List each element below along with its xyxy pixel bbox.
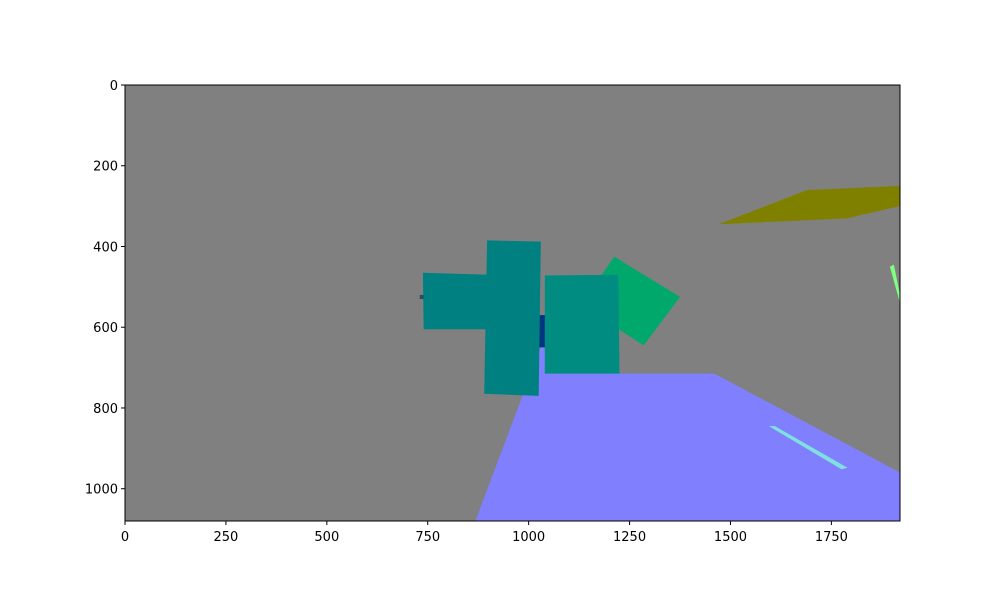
segment-green-sliver <box>889 264 900 303</box>
segment-teal-center-box <box>484 240 541 396</box>
y-tick-label: 200 <box>93 160 118 175</box>
x-tick-label: 1000 <box>512 530 545 545</box>
segment-dark-left-edge <box>419 294 424 299</box>
y-tick-label: 0 <box>110 79 118 94</box>
x-tick-label: 500 <box>314 530 339 545</box>
x-tick-label: 1750 <box>815 530 848 545</box>
x-tick-label: 750 <box>415 530 440 545</box>
y-axis: 0 200 400 600 800 1000 <box>85 79 125 498</box>
y-tick-label: 800 <box>93 402 118 417</box>
y-tick-label: 600 <box>93 321 118 336</box>
segment-teal-right-box <box>544 274 620 374</box>
segment-olive-plane <box>718 185 900 225</box>
segment-teal-left-box <box>422 272 489 330</box>
x-tick-label: 0 <box>121 530 129 545</box>
y-tick-label: 400 <box>93 240 118 255</box>
image-layer <box>125 85 900 521</box>
segment-cyan-strip <box>768 426 848 470</box>
x-tick-label: 1250 <box>613 530 646 545</box>
plot-frame <box>124 84 901 522</box>
x-tick-label: 250 <box>213 530 238 545</box>
x-tick-label: 1500 <box>714 530 747 545</box>
x-axis: 0 250 500 750 1000 1250 1500 1750 <box>121 521 848 545</box>
y-tick-label: 1000 <box>85 483 118 498</box>
segment-blue-floor <box>475 347 900 521</box>
